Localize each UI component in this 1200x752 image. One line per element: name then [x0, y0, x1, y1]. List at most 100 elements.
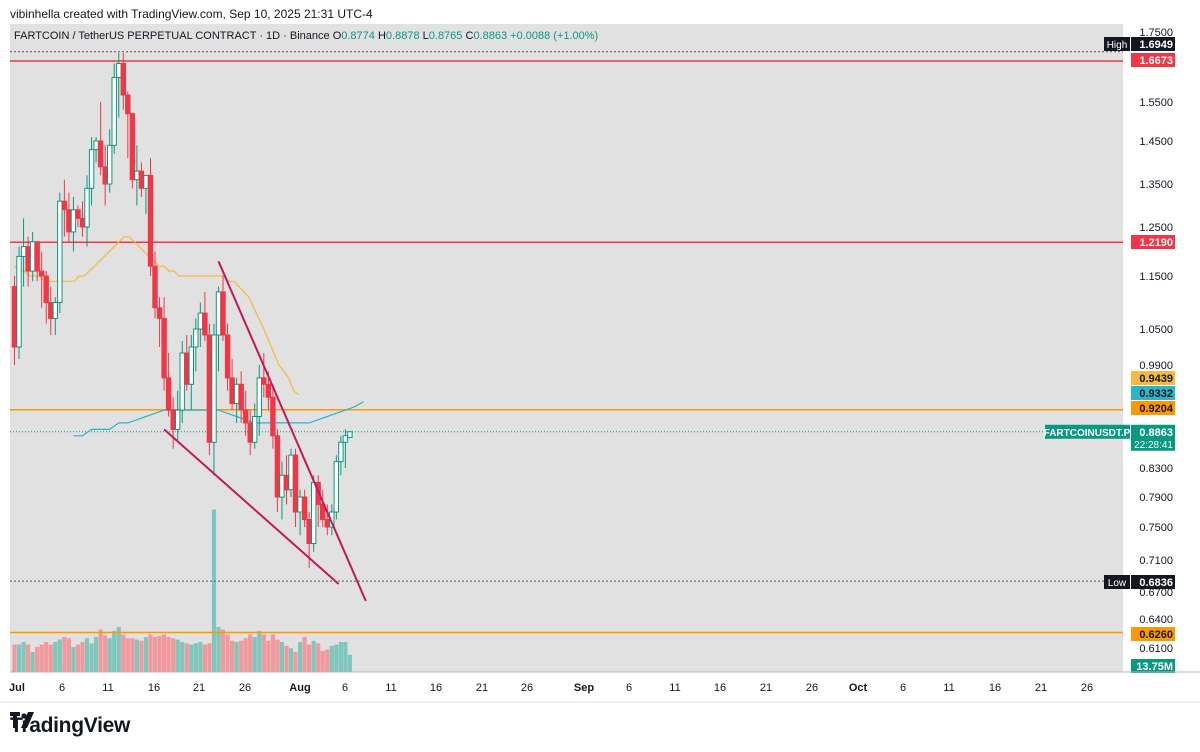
x-tick-label: 11 [385, 682, 396, 694]
close-label: C [465, 30, 474, 42]
candle [288, 448, 294, 497]
price-tag-label: 0.9439 [1139, 373, 1173, 385]
candle-body [252, 416, 258, 443]
volume-bar [316, 643, 321, 673]
candle-body [161, 317, 167, 379]
candle-body [152, 265, 158, 309]
price-tag-bg [1131, 37, 1175, 51]
volume-bar [175, 639, 180, 672]
y-tick-label: 0.7900 [1139, 492, 1173, 504]
author-credit: vibinhella created with TradingView.com,… [10, 7, 373, 21]
volume-bar [343, 642, 348, 672]
price-tag-label: 0.9204 [1139, 403, 1174, 415]
price-tag-bg [1131, 371, 1175, 385]
volume-bar [66, 638, 71, 673]
candle-body [279, 474, 285, 498]
candle-body [283, 474, 290, 491]
y-tick-label: 0.9900 [1139, 360, 1173, 372]
candle [75, 205, 81, 227]
y-tick-label: 1.5500 [1139, 97, 1173, 109]
x-tick-label: 26 [806, 682, 818, 694]
volume-bar [94, 637, 99, 672]
volume-bar [162, 634, 167, 672]
candle-body [220, 291, 226, 336]
candle [70, 196, 77, 252]
volume-bar [166, 637, 171, 672]
volume-bar [211, 509, 217, 672]
candle [243, 390, 249, 436]
high-label: H [377, 30, 386, 42]
candle-body [66, 209, 72, 233]
price-tag-label: 0.6260 [1139, 629, 1173, 641]
high-value: 0.8878 [385, 30, 420, 42]
price-tag-bg [1131, 575, 1175, 589]
volume-bar [62, 637, 67, 672]
candle-body [338, 441, 344, 463]
candle [175, 390, 181, 443]
volume-bar [202, 644, 207, 672]
volume-bar [252, 637, 257, 672]
volume-bar [57, 639, 62, 672]
ma-slow-line [73, 401, 364, 437]
y-tick-label: 1.1500 [1139, 271, 1173, 283]
candle-body [247, 422, 253, 443]
candle [107, 129, 113, 193]
volume-bar [307, 644, 312, 672]
volume-bar [107, 638, 112, 673]
volume-bar [261, 634, 266, 672]
volume-bar [302, 637, 307, 672]
plot-background [10, 24, 1123, 672]
low-value: 0.8765 [428, 30, 463, 42]
volume-bar [189, 644, 194, 672]
volume-bar [157, 635, 162, 673]
volume-bar [270, 634, 275, 672]
volume-bar [220, 629, 226, 672]
candle-body [134, 170, 140, 181]
x-tick-label: 6 [626, 682, 632, 694]
volume-bar [48, 644, 53, 672]
volume-bar [184, 643, 189, 673]
volume-bar [338, 642, 343, 672]
y-tick-label: 0.6100 [1139, 643, 1173, 655]
candle-body [193, 328, 199, 348]
candle-body [88, 149, 95, 189]
price-tag-label: 0.6836 [1139, 577, 1173, 589]
candle [347, 430, 353, 439]
candle-body [39, 270, 45, 277]
x-tick-label: 26 [239, 682, 251, 694]
volume-bar [12, 644, 17, 672]
ohlc-legend: FARTCOIN / TetherUS PERPETUAL CONTRACT ·… [14, 30, 598, 42]
y-tick-label: 0.6400 [1139, 614, 1173, 626]
volume-bar [30, 652, 35, 672]
candle [97, 102, 104, 176]
candle-body [184, 352, 190, 385]
candle-body [48, 302, 54, 319]
candle-body [170, 409, 176, 430]
volume-bar [16, 644, 22, 672]
x-tick-label: 11 [669, 682, 680, 694]
candle-body [297, 496, 303, 513]
extreme-tag-label: Low [1108, 578, 1127, 589]
volume-bar [130, 638, 135, 673]
y-tick-label: 1.3500 [1139, 179, 1173, 191]
candle-body [75, 209, 81, 219]
candle-body [202, 312, 208, 336]
candle-body [333, 461, 340, 513]
x-tick-label: 21 [476, 682, 488, 694]
candle-body [256, 377, 263, 417]
volume-bar [125, 638, 130, 673]
candle [342, 429, 349, 468]
x-tick-label: 11 [943, 682, 954, 694]
candle-body [156, 307, 163, 319]
candle-body [70, 209, 77, 233]
volume-bar [80, 642, 85, 672]
x-tick-label: 21 [760, 682, 772, 694]
candle-body [111, 77, 117, 146]
volume-bar [225, 634, 230, 672]
volume-bar [293, 652, 298, 672]
x-tick-label: 11 [102, 682, 113, 694]
price-tag-bg [1131, 235, 1175, 249]
candle-body [301, 496, 308, 520]
